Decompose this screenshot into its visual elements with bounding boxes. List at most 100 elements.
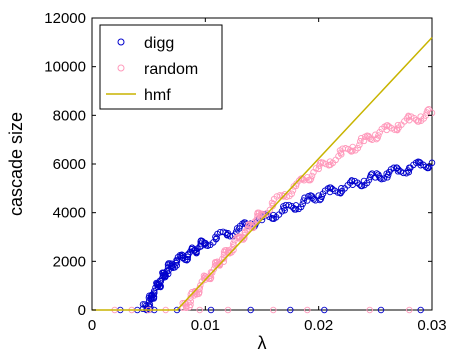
ticks-layer: 0 0.01 0.02 0.03 0 2000 4000 6000 8000 10000 12000 bbox=[44, 10, 446, 334]
data-point-digg bbox=[150, 287, 158, 295]
data-point-digg bbox=[224, 230, 232, 237]
data-point-random bbox=[187, 301, 194, 309]
y-tick-label: 12000 bbox=[44, 10, 86, 27]
data-point-digg bbox=[318, 193, 325, 200]
legend-swatch-random bbox=[117, 64, 125, 72]
data-point-digg-zero bbox=[321, 306, 328, 314]
data-point-random bbox=[357, 138, 364, 145]
data-point-digg bbox=[425, 164, 432, 172]
data-point-random bbox=[383, 126, 390, 134]
data-point-digg bbox=[304, 197, 311, 204]
y-tick-label: 8000 bbox=[53, 107, 86, 124]
data-point-digg bbox=[163, 267, 171, 275]
data-point-digg bbox=[236, 225, 243, 232]
data-point-digg bbox=[380, 175, 388, 182]
data-point-digg bbox=[270, 211, 277, 219]
data-point-digg-zero bbox=[417, 306, 424, 314]
x-tick-label: 0 bbox=[88, 317, 96, 334]
data-layer bbox=[92, 36, 436, 314]
data-point-random-zero bbox=[224, 306, 232, 314]
y-tick-label: 0 bbox=[78, 302, 86, 319]
data-point-random bbox=[393, 126, 400, 133]
data-point-digg bbox=[348, 177, 355, 184]
data-point-random bbox=[394, 121, 402, 129]
data-point-random bbox=[375, 132, 382, 139]
data-point-random bbox=[304, 174, 311, 181]
data-point-random bbox=[276, 192, 284, 199]
data-point-digg bbox=[213, 234, 220, 242]
data-point-digg bbox=[145, 301, 152, 309]
data-point-digg bbox=[334, 189, 342, 196]
data-point-digg bbox=[292, 202, 300, 209]
data-point-random bbox=[372, 131, 379, 139]
data-point-random-zero bbox=[304, 306, 311, 314]
data-point-random bbox=[373, 135, 380, 143]
data-point-random bbox=[196, 288, 203, 296]
data-point-digg bbox=[428, 159, 436, 167]
data-point-random bbox=[185, 299, 192, 306]
data-point-digg-zero bbox=[377, 306, 385, 314]
legend-label-hmf: hmf bbox=[144, 87, 171, 104]
data-point-digg bbox=[164, 264, 172, 271]
legend-label-digg: digg bbox=[144, 35, 174, 52]
data-point-digg bbox=[336, 189, 344, 196]
data-point-digg bbox=[383, 170, 390, 177]
data-point-random bbox=[391, 126, 398, 133]
data-point-random bbox=[417, 113, 424, 120]
data-point-random bbox=[241, 234, 248, 242]
y-tick-label: 6000 bbox=[53, 156, 86, 173]
data-point-random bbox=[241, 228, 249, 236]
data-point-random-zero bbox=[366, 306, 373, 314]
data-point-random-zero bbox=[406, 306, 413, 314]
x-tick-label: 0.01 bbox=[191, 317, 220, 334]
data-point-digg bbox=[281, 206, 288, 214]
data-point-digg-zero bbox=[247, 306, 254, 314]
y-tick-label: 10000 bbox=[44, 59, 86, 76]
data-point-digg bbox=[157, 278, 165, 285]
x-tick-label: 0.02 bbox=[304, 317, 333, 334]
data-point-random bbox=[356, 141, 363, 149]
data-point-random bbox=[202, 276, 209, 283]
data-point-digg bbox=[173, 258, 181, 265]
data-point-digg bbox=[376, 174, 384, 182]
data-point-random bbox=[315, 165, 322, 173]
data-point-random bbox=[307, 175, 315, 183]
data-point-random bbox=[258, 210, 266, 218]
data-point-random-zero bbox=[270, 306, 277, 314]
y-tick-label: 2000 bbox=[53, 253, 86, 270]
data-point-random bbox=[405, 112, 412, 120]
data-point-digg-zero bbox=[287, 306, 294, 314]
data-point-digg bbox=[393, 164, 401, 172]
data-point-digg bbox=[147, 295, 155, 303]
data-point-digg bbox=[196, 243, 203, 250]
data-point-digg bbox=[406, 164, 413, 171]
series-line-hmf bbox=[92, 36, 433, 311]
data-point-digg bbox=[384, 171, 392, 179]
data-point-random bbox=[349, 147, 356, 155]
data-point-digg bbox=[316, 196, 324, 204]
data-point-random bbox=[406, 116, 413, 124]
data-point-random bbox=[338, 151, 345, 158]
data-point-digg bbox=[185, 250, 192, 258]
data-point-digg bbox=[190, 247, 198, 254]
data-point-digg bbox=[327, 184, 335, 191]
data-point-digg bbox=[349, 181, 356, 188]
data-point-random bbox=[308, 172, 316, 180]
x-axis-label: λ bbox=[258, 333, 267, 353]
data-point-random bbox=[240, 236, 247, 243]
data-point-digg bbox=[394, 168, 402, 175]
data-point-random bbox=[360, 137, 368, 145]
data-point-digg bbox=[160, 272, 167, 280]
data-point-random bbox=[349, 143, 356, 151]
data-point-digg bbox=[372, 174, 379, 181]
data-point-random bbox=[247, 222, 254, 230]
data-point-digg bbox=[417, 161, 424, 169]
data-point-digg bbox=[179, 254, 186, 261]
data-point-digg-zero bbox=[207, 306, 215, 314]
data-point-digg bbox=[299, 200, 306, 208]
y-axis-label: cascade size bbox=[6, 112, 26, 216]
data-point-digg bbox=[194, 245, 201, 252]
data-point-random-zero bbox=[196, 306, 203, 314]
data-point-random bbox=[425, 105, 433, 113]
